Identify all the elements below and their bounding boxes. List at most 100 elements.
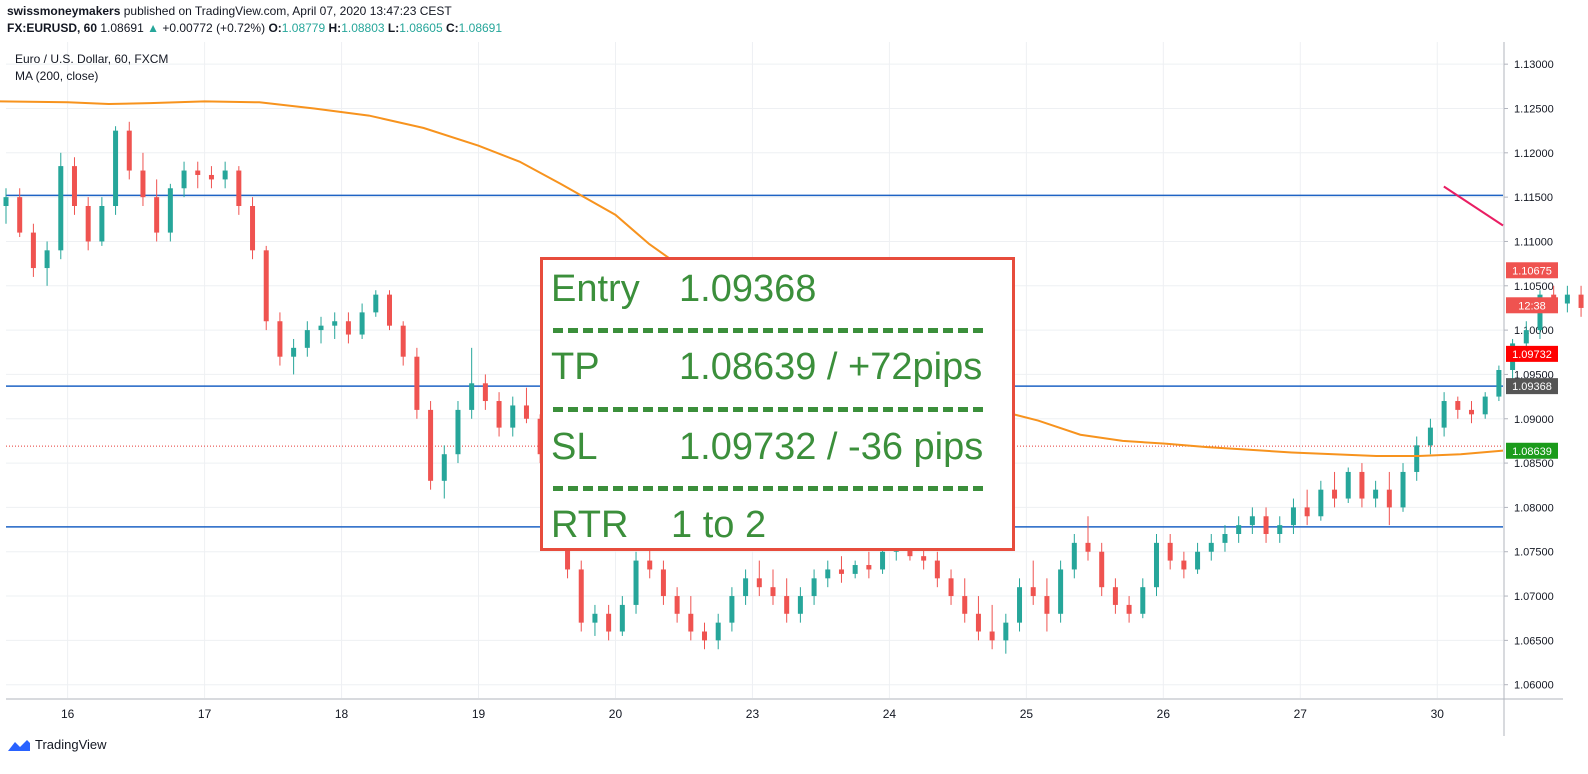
candle-body[interactable] [263,250,269,322]
candle-body[interactable] [1222,534,1228,543]
candle-body[interactable] [838,569,844,574]
candle-body[interactable] [1058,569,1064,614]
candle-body[interactable] [825,569,831,579]
candle-body[interactable] [126,130,132,171]
candle-body[interactable] [304,330,310,348]
candle-body[interactable] [359,312,365,335]
candle-body[interactable] [99,206,105,242]
candle-body[interactable] [1482,396,1488,415]
candle-body[interactable] [1359,471,1365,499]
candle-body[interactable] [688,613,694,632]
candle-body[interactable] [702,631,708,641]
candle-body[interactable] [441,454,447,481]
candle-body[interactable] [3,197,9,206]
candle-body[interactable] [934,560,940,579]
candle-body[interactable] [619,604,625,632]
candle-body[interactable] [1126,604,1132,614]
candle-body[interactable] [1427,427,1433,446]
candle-body[interactable] [1414,445,1420,472]
candle-body[interactable] [962,596,968,614]
candle-body[interactable] [880,551,886,570]
candle-body[interactable] [85,206,91,242]
candle-body[interactable] [1564,294,1570,304]
candle-body[interactable] [592,613,598,623]
candle-body[interactable] [1181,560,1187,570]
candle-body[interactable] [1373,489,1379,499]
candle-body[interactable] [1003,622,1009,641]
candle-body[interactable] [1441,401,1447,428]
candle-body[interactable] [113,130,119,206]
candle-body[interactable] [1304,507,1310,517]
candle-body[interactable] [1208,542,1214,552]
candle-body[interactable] [770,587,776,597]
candle-body[interactable] [1277,525,1283,534]
candle-body[interactable] [428,409,434,481]
candle-body[interactable] [291,347,297,357]
candle-body[interactable] [373,294,379,313]
candle-body[interactable] [1455,401,1461,410]
candle-body[interactable] [154,197,160,233]
author-name[interactable]: swissmoneymakers [7,4,121,18]
candle-body[interactable] [71,166,77,206]
candle-body[interactable] [989,631,995,641]
candle-body[interactable] [44,250,50,269]
candle-body[interactable] [195,170,201,175]
candle-body[interactable] [948,578,954,597]
candle-body[interactable] [1345,471,1351,499]
candle-body[interactable] [1318,489,1324,517]
candle-body[interactable] [400,325,406,357]
candle-body[interactable] [715,622,721,641]
candle-body[interactable] [1167,542,1173,561]
candle-body[interactable] [784,596,790,614]
candle-body[interactable] [578,569,584,623]
candle-body[interactable] [277,321,283,357]
candle-body[interactable] [852,565,858,574]
candle-body[interactable] [1263,516,1269,534]
candle-body[interactable] [1290,507,1296,526]
candle-body[interactable] [332,321,338,326]
candle-body[interactable] [647,560,653,570]
candle-body[interactable] [975,613,981,632]
candle-body[interactable] [729,596,735,623]
candle-body[interactable] [797,596,803,614]
trendline[interactable] [1443,185,1504,227]
candle-body[interactable] [523,405,529,419]
candle-body[interactable] [1249,516,1255,526]
candle-body[interactable] [921,556,927,561]
candle-body[interactable] [318,325,324,331]
candle-body[interactable] [1332,489,1338,499]
candle-body[interactable] [386,294,392,326]
candle-body[interactable] [811,578,817,597]
candle-body[interactable] [743,578,749,597]
candle-body[interactable] [1071,542,1077,570]
candle-body[interactable] [756,578,762,588]
candle-body[interactable] [606,613,612,632]
candle-body[interactable] [469,383,475,410]
candle-body[interactable] [58,166,64,251]
candle-body[interactable] [1140,587,1146,614]
candle-body[interactable] [1030,587,1036,597]
candle-body[interactable] [167,188,173,233]
candle-body[interactable] [455,409,461,455]
candle-body[interactable] [1112,587,1118,605]
candle-body[interactable] [222,170,228,180]
tradingview-logo[interactable]: TradingView [7,737,107,752]
candle-body[interactable] [510,405,516,428]
candle-body[interactable] [482,383,488,402]
candle-body[interactable] [1085,542,1091,552]
candle-body[interactable] [30,232,36,269]
candle-body[interactable] [660,569,666,597]
candle-body[interactable] [1468,409,1474,415]
candle-body[interactable] [181,170,187,189]
candle-body[interactable] [1523,330,1529,344]
candle-body[interactable] [208,174,214,180]
candle-body[interactable] [1044,596,1050,614]
candle-body[interactable] [1017,587,1023,623]
candle-body[interactable] [236,170,242,206]
candle-body[interactable] [1099,551,1105,588]
candle-body[interactable] [1386,489,1392,508]
indicator-legend[interactable]: MA (200, close) [15,69,99,83]
candle-body[interactable] [1195,551,1201,570]
candle-body[interactable] [414,356,420,410]
